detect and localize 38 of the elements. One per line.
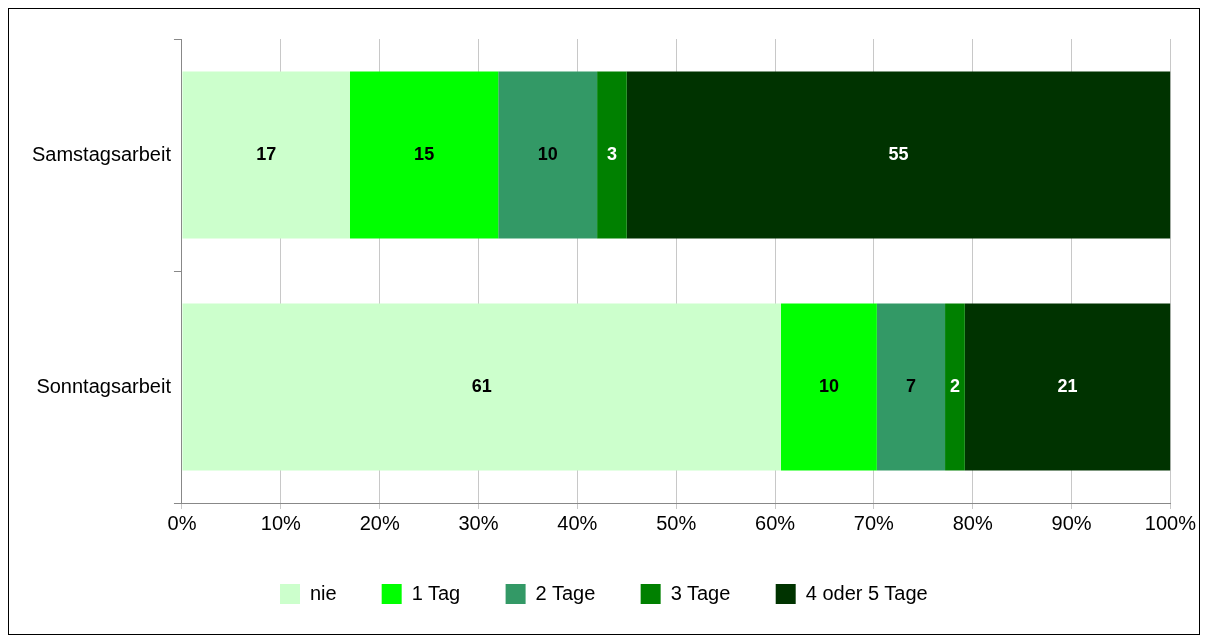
x-tick-label: 40% — [557, 511, 598, 534]
x-tick-label: 30% — [458, 511, 499, 534]
data-label: 3 — [606, 143, 617, 164]
bar — [780, 303, 877, 471]
x-tick-label: 10% — [260, 511, 302, 534]
bar — [626, 71, 1171, 239]
bar — [876, 303, 946, 471]
legend-label: nie — [309, 581, 337, 604]
y-tick-label: Samstagsarbeit — [31, 142, 172, 165]
x-tick-label: 80% — [952, 511, 993, 534]
data-label: 55 — [888, 143, 909, 164]
y-tick-label: Sonntagsarbeit — [36, 374, 172, 397]
x-tick-label: 60% — [755, 511, 796, 534]
x-tick-label: 50% — [656, 511, 697, 534]
bar — [964, 303, 1171, 471]
x-tick-label: 0% — [167, 511, 197, 534]
data-label: 21 — [1057, 375, 1078, 396]
bar — [597, 71, 627, 239]
data-label: 2 — [949, 375, 960, 396]
data-label: 10 — [818, 375, 839, 396]
bar — [945, 303, 965, 471]
data-label: 61 — [471, 375, 492, 396]
bar — [182, 71, 350, 239]
x-tick-label: 90% — [1051, 511, 1092, 534]
legend-label: 1 Tag — [411, 581, 461, 604]
bar — [182, 303, 781, 471]
x-tick-label: 70% — [853, 511, 895, 534]
legend-label: 2 Tage — [535, 581, 596, 604]
bar — [350, 71, 499, 239]
data-label: 15 — [414, 143, 435, 164]
data-label: 10 — [537, 143, 558, 164]
x-tick-label: 20% — [359, 511, 400, 534]
bar — [498, 71, 598, 239]
legend-label: 3 Tage — [670, 581, 731, 604]
data-label: 17 — [256, 143, 277, 164]
x-tick-label: 100% — [1144, 511, 1197, 534]
legend-label: 4 oder 5 Tage — [805, 581, 928, 604]
data-label: 7 — [905, 375, 916, 396]
